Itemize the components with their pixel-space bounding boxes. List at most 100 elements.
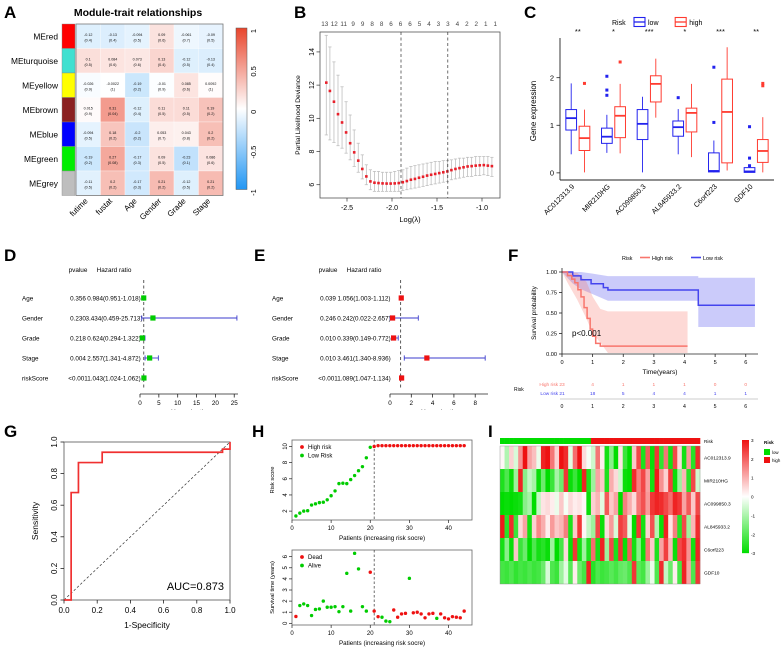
cv-point — [454, 167, 457, 171]
expression-cell — [568, 538, 574, 561]
scatter-point — [399, 443, 404, 448]
scatter-point — [368, 445, 372, 449]
expression-cell — [636, 492, 642, 515]
expression-cell — [531, 538, 537, 561]
risk-annotation-cell — [668, 438, 674, 444]
svg-text:0.0: 0.0 — [58, 606, 70, 615]
svg-text:0.085: 0.085 — [182, 82, 191, 86]
expression-cell — [568, 492, 574, 515]
panel-g: G 0.0 0.2 0.4 0.6 0.8 1.0 0.0 0.2 0.4 0.6 0.8 1.0 1-… — [0, 410, 248, 649]
expression-cell — [572, 515, 578, 538]
svg-text:1.00: 1.00 — [546, 270, 557, 276]
expression-cell — [672, 538, 678, 561]
significance-marker: * — [612, 27, 615, 36]
heatmap-cell — [100, 97, 126, 123]
scatter-point — [411, 443, 416, 448]
forest-row-term: Age — [22, 296, 34, 303]
svg-text:5: 5 — [157, 400, 161, 407]
heatmap-cell — [173, 72, 199, 98]
expression-cell — [631, 515, 637, 538]
panel-e-svg: pvalue Hazard ratio Age 0.039 1.056(1.003-1.… — [272, 267, 488, 410]
expression-cell — [540, 538, 546, 561]
risk-table-count: 4 — [683, 391, 686, 397]
cv-point — [466, 165, 469, 168]
svg-text:-0.12: -0.12 — [84, 33, 92, 37]
outlier-point — [748, 125, 752, 129]
scatter-point — [352, 551, 357, 556]
cv-point — [340, 121, 344, 124]
panel-f: F Risk High risk Low risk 0 1 2 3 4 5 6 0.00 0.25 0.… — [500, 242, 784, 410]
svg-text:(0.7): (0.7) — [182, 38, 190, 42]
outlier-point — [605, 93, 609, 97]
panel-h-legend-item: Low Risk — [308, 454, 333, 460]
expression-cell — [509, 538, 514, 561]
module-row-label: MEyellow — [22, 80, 59, 90]
box — [721, 78, 733, 164]
expression-cell — [672, 469, 678, 492]
risk-annotation-cell — [663, 438, 669, 444]
svg-text:(0.08): (0.08) — [108, 161, 118, 165]
svg-text:0.6: 0.6 — [158, 606, 170, 615]
expression-cell — [618, 515, 624, 538]
svg-text:0.2: 0.2 — [50, 562, 59, 574]
svg-text:25: 25 — [231, 400, 239, 407]
forest-row-term: Gender — [272, 316, 293, 323]
svg-text:(0.5): (0.5) — [182, 112, 190, 116]
expression-cell — [518, 515, 524, 538]
forest-point — [389, 315, 396, 321]
expression-cell — [550, 561, 555, 584]
svg-text:0: 0 — [550, 168, 554, 177]
panel-c-legend-title: Risk — [612, 20, 626, 27]
lambda-count-label: 12 — [331, 21, 339, 28]
expression-cell — [677, 469, 683, 492]
expression-cell — [650, 538, 655, 561]
scatter-point — [407, 443, 412, 448]
scatter-point — [435, 616, 439, 621]
svg-text:1: 1 — [591, 360, 594, 366]
expression-cell — [600, 492, 605, 515]
cv-point — [377, 181, 380, 185]
expression-cell — [663, 469, 669, 492]
panel-g-svg: 0.0 0.2 0.4 0.6 0.8 1.0 0.0 0.2 0.4 0.6 0.8 1.0 1-Sp… — [30, 436, 236, 630]
expression-cell — [500, 492, 505, 515]
expression-cell — [586, 561, 592, 584]
heatmap-cell — [75, 23, 101, 49]
expression-cell — [640, 538, 646, 561]
forest-point — [391, 335, 397, 341]
gene-label: GDF10 — [732, 182, 755, 205]
risk-annotation-cell — [636, 438, 642, 444]
expression-cell — [681, 492, 687, 515]
expression-cell — [604, 492, 610, 515]
expression-cell — [504, 515, 510, 538]
forest-row-pvalue: <0.001 — [318, 376, 338, 383]
cv-point — [344, 131, 348, 134]
risk-annotation-cell — [613, 438, 619, 444]
scatter-point — [302, 509, 306, 513]
heatmap-cell — [198, 23, 224, 49]
cv-point — [474, 164, 477, 167]
svg-text:10: 10 — [283, 442, 289, 449]
heatmap-cell — [75, 121, 101, 147]
expression-cell — [568, 561, 574, 584]
risk-table-count: 4 — [591, 382, 594, 388]
forest-point — [147, 355, 153, 361]
panel-c-ylabel: Gene expression — [529, 81, 538, 141]
expression-cell — [554, 538, 560, 561]
expression-cell — [609, 446, 614, 469]
svg-text:(0.2): (0.2) — [207, 136, 215, 140]
expression-cell — [668, 515, 674, 538]
cv-point — [332, 100, 336, 104]
scatter-point — [309, 503, 314, 507]
expression-cell — [613, 446, 619, 469]
lambda-count-label: 6 — [408, 21, 412, 28]
lambda-count-label: 4 — [427, 21, 431, 28]
svg-text:(0.5): (0.5) — [207, 38, 215, 42]
expression-cell — [645, 515, 651, 538]
forest-row-pvalue: 0.010 — [320, 356, 336, 363]
expression-cell — [681, 561, 687, 584]
forest-row-hr: 3.461(1.340-8.936) — [337, 356, 391, 363]
expression-cell — [586, 469, 592, 492]
expression-cell — [695, 492, 701, 515]
expression-cell — [522, 515, 528, 538]
